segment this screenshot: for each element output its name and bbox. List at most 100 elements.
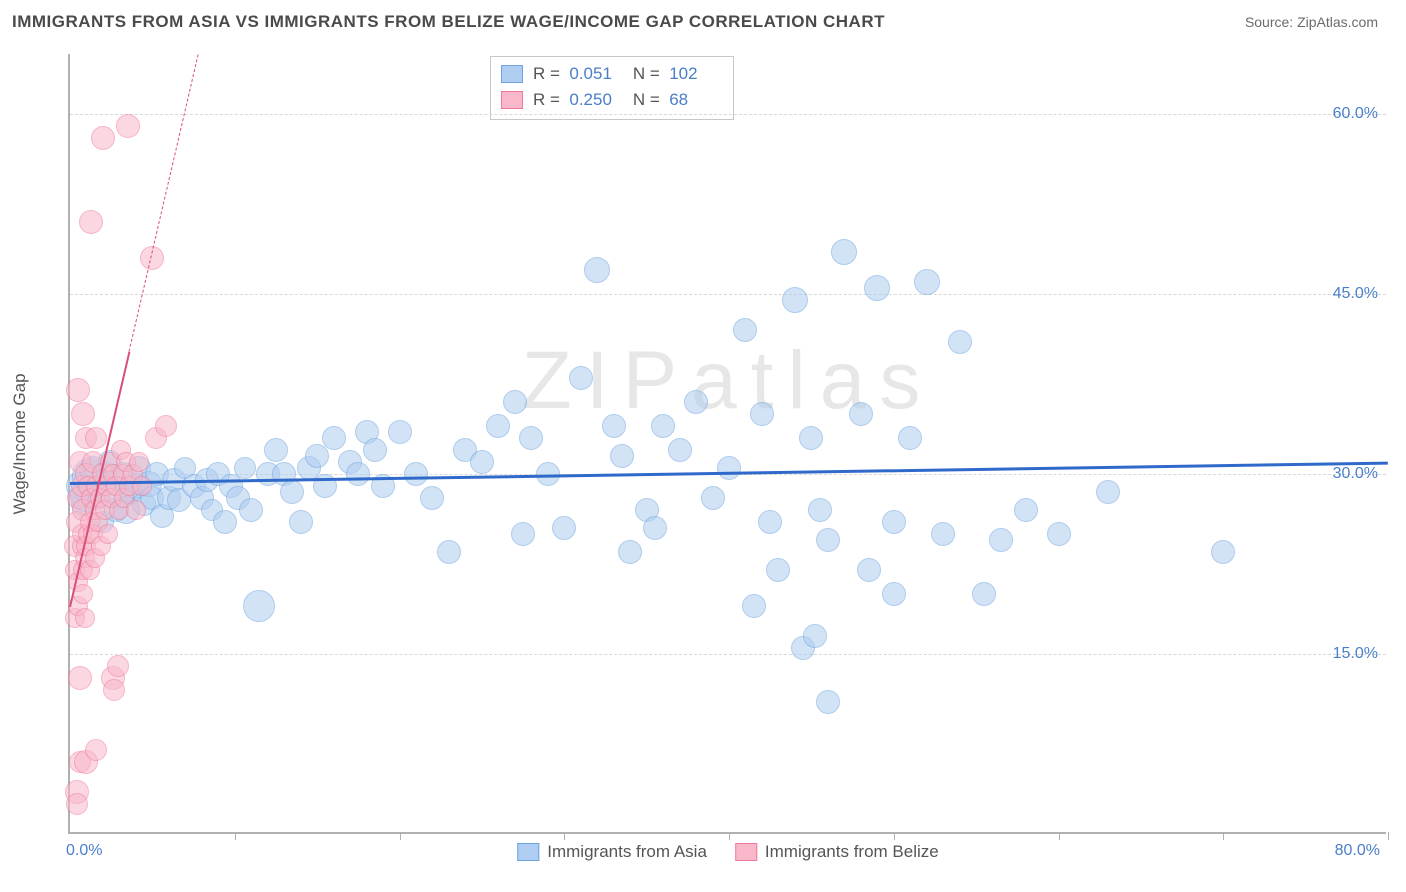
data-point [857,558,881,582]
x-tick [400,832,401,840]
data-point [750,402,774,426]
data-point [388,420,412,444]
data-point [519,426,543,450]
data-point [882,582,906,606]
source-label: Source: ZipAtlas.com [1245,14,1378,30]
data-point [989,528,1013,552]
gridline: 15.0% [70,654,1386,655]
data-point [239,498,263,522]
data-point [651,414,675,438]
data-point [280,480,304,504]
x-tick [564,832,565,840]
data-point [420,486,444,510]
chart-title: IMMIGRANTS FROM ASIA VS IMMIGRANTS FROM … [12,12,885,32]
legend-swatch [501,65,523,83]
data-point [602,414,626,438]
data-point [569,366,593,390]
gridline: 60.0% [70,114,1386,115]
data-point [972,582,996,606]
data-point [346,462,370,486]
data-point [803,624,827,648]
data-point [66,793,88,815]
data-point [68,666,92,690]
data-point [213,510,237,534]
data-point [914,269,940,295]
data-point [816,690,840,714]
data-point [584,257,610,283]
y-tick-label: 60.0% [1333,105,1378,123]
data-point [668,438,692,462]
gridline: 45.0% [70,294,1386,295]
legend-stat-text: R = 0.051 N = 102 [533,64,723,84]
data-point [486,414,510,438]
data-point [831,239,857,265]
data-point [931,522,955,546]
chart-container: Wage/Income Gap ZIPatlas 0.0% 80.0% R = … [46,54,1386,834]
data-point [717,456,741,480]
plot-area: ZIPatlas 0.0% 80.0% R = 0.051 N = 102R =… [68,54,1386,834]
data-point [234,457,256,479]
y-tick-label: 30.0% [1333,465,1378,483]
series-legend: Immigrants from Asia Immigrants from Beli… [517,842,938,862]
data-point [85,739,107,761]
data-point [503,390,527,414]
data-point [1211,540,1235,564]
data-point [733,318,757,342]
data-point [511,522,535,546]
data-point [98,524,118,544]
x-tick [1059,832,1060,840]
data-point [107,655,129,677]
data-point [289,510,313,534]
data-point [849,402,873,426]
data-point [103,679,125,701]
x-tick [729,832,730,840]
data-point [643,516,667,540]
data-point [882,510,906,534]
data-point [948,330,972,354]
correlation-legend: R = 0.051 N = 102 R = 0.250 N = 68 [490,56,734,120]
data-point [766,558,790,582]
data-point [816,528,840,552]
x-axis-min-label: 0.0% [66,842,102,860]
data-point [782,287,808,313]
legend-item: Immigrants from Belize [735,842,939,862]
data-point [264,438,288,462]
data-point [610,444,634,468]
data-point [799,426,823,450]
header: IMMIGRANTS FROM ASIA VS IMMIGRANTS FROM … [0,0,1406,38]
data-point [243,590,275,622]
y-tick-label: 15.0% [1333,645,1378,663]
data-point [66,378,90,402]
y-axis-label: Wage/Income Gap [10,373,30,514]
data-point [1014,498,1038,522]
data-point [85,427,107,449]
x-tick [1223,832,1224,840]
data-point [618,540,642,564]
legend-swatch [517,843,539,861]
x-tick [235,832,236,840]
legend-label: Immigrants from Belize [765,842,939,862]
data-point [91,126,115,150]
legend-stat-row: R = 0.250 N = 68 [501,87,723,113]
x-tick [894,832,895,840]
data-point [322,426,346,450]
data-point [437,540,461,564]
data-point [758,510,782,534]
data-point [155,415,177,437]
legend-swatch [501,91,523,109]
data-point [808,498,832,522]
legend-swatch [735,843,757,861]
legend-stat-text: R = 0.250 N = 68 [533,90,723,110]
data-point [71,402,95,426]
data-point [552,516,576,540]
data-point [75,608,95,628]
trend-line [129,54,199,351]
data-point [132,476,152,496]
data-point [129,452,149,472]
legend-item: Immigrants from Asia [517,842,707,862]
legend-label: Immigrants from Asia [547,842,707,862]
data-point [864,275,890,301]
data-point [404,462,428,486]
legend-stat-row: R = 0.051 N = 102 [501,61,723,87]
data-point [470,450,494,474]
